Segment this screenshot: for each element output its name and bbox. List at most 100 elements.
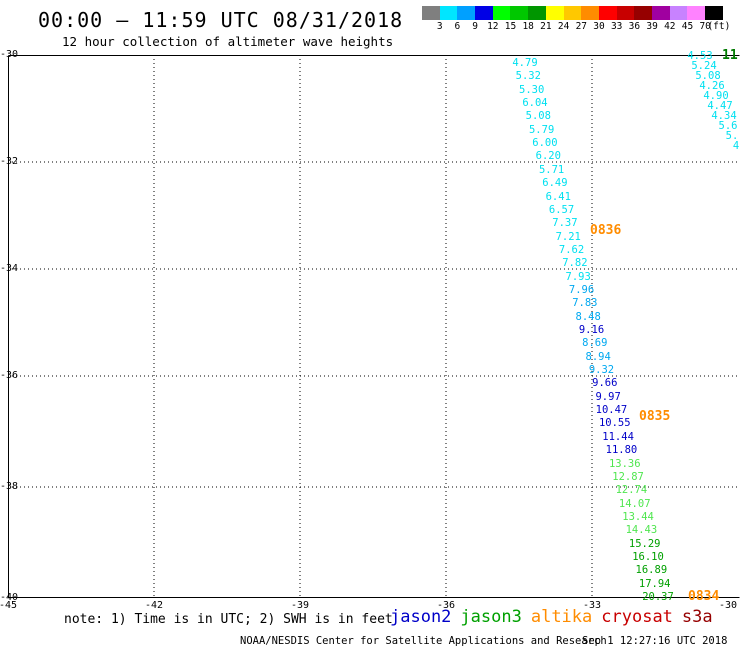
wave-height-value: 7.21 [555, 230, 581, 243]
wave-height-value: 9.32 [588, 364, 615, 377]
map-subtitle: 12 hour collection of altimeter wave hei… [62, 34, 394, 49]
wave-height-value: 5.30 [518, 83, 545, 96]
latitude-label: -38 [0, 481, 19, 492]
colorbar-label: 3 [436, 21, 443, 32]
pass-time-label: 0836 [590, 223, 622, 238]
wave-height-value: 5.79 [528, 123, 555, 136]
wave-height-value: 14.43 [625, 524, 658, 537]
colorbar-label: 33 [610, 21, 623, 32]
wave-height-value: 7.82 [562, 257, 588, 270]
latitude-label: -30 [0, 49, 19, 60]
satellite-legend: jason2 jason3 altika cryosat s3a [390, 607, 722, 627]
colorbar-label: 36 [628, 21, 641, 32]
wave-height-value: 17.94 [638, 577, 671, 590]
wave-height-value: 9.66 [592, 377, 618, 390]
wave-height-value: 4 [732, 140, 740, 152]
wave-height-value: 12.87 [612, 470, 644, 483]
wave-height-value: 6.04 [522, 97, 548, 110]
wave-height-value: 7.83 [572, 297, 598, 310]
colorbar-label: 21 [540, 21, 552, 32]
longitude-label: -39 [290, 600, 310, 611]
map-grid [8, 55, 740, 598]
colorbar-label: 6 [454, 21, 461, 32]
colorbar-cell [705, 6, 723, 20]
colorbar-label: 42 [664, 21, 676, 32]
wave-height-value: 9.97 [595, 390, 621, 403]
pass-time-label: 11 [722, 48, 738, 63]
satellite-legend-jason2: jason2 [390, 607, 452, 627]
wave-height-value: 6.49 [542, 177, 568, 190]
wave-height-value: 14.07 [618, 497, 651, 510]
wave-height-value: 13.44 [622, 510, 654, 523]
wave-height-value: 5.71 [538, 163, 565, 176]
wave-height-value: 4.90 [703, 90, 729, 102]
wave-height-value: 4.26 [699, 80, 725, 92]
colorbar-label: 15 [504, 21, 517, 32]
colorbar-cell [687, 6, 705, 20]
colorbar-cell [492, 6, 511, 20]
wave-height-value: 5. [725, 130, 739, 142]
wave-height-value: 10.47 [595, 404, 628, 417]
colorbar-label: 9 [472, 21, 478, 32]
colorbar-cell [422, 6, 440, 20]
colorbar-label: 70 [699, 21, 711, 32]
colorbar-cell [651, 6, 670, 20]
longitude-label: -33 [582, 600, 602, 611]
colorbar-label: 24 [557, 21, 570, 32]
wave-height-value: 5.08 [695, 70, 721, 82]
wave-height-value: 5.32 [515, 70, 541, 83]
colorbar-cell [528, 6, 546, 20]
wave-height-value: 4.53 [687, 50, 713, 62]
wave-height-value: 6.57 [548, 203, 575, 216]
colorbar-labels: 3 6 9 12 15 18 21 24 27 30 33 36 39 42 45 70 (ft) [422, 21, 740, 33]
wave-height-value: 6.00 [532, 137, 558, 150]
colorbar-label: 45 [681, 21, 694, 32]
colorbar-label: 18 [522, 21, 534, 32]
map-title: 00:00 – 11:59 UTC 08/31/2018 [38, 8, 404, 32]
wave-height-value: 6.41 [545, 190, 571, 203]
pass-time-label: 0834 [688, 589, 720, 604]
wave-height-value: 10.55 [598, 417, 631, 430]
wave-height-value: 6.20 [535, 150, 561, 163]
wave-height-value: 7.93 [565, 270, 591, 283]
generated-timestamp: Sep 1 12:27:16 UTC 2018 [582, 635, 728, 647]
colorbar-cell [634, 6, 652, 20]
colorbar-cell [581, 6, 599, 20]
wave-height-value: 7.37 [552, 217, 578, 230]
wave-height-value: 11.80 [605, 444, 638, 457]
longitude-label: -42 [144, 600, 164, 611]
colorbar-label: 12 [487, 21, 499, 32]
credit-text: NOAA/NESDIS Center for Satellite Applica… [240, 635, 607, 647]
footer-note: note: 1) Time is in UTC; 2) SWH is in fe… [64, 612, 393, 627]
longitude-label: -30 [718, 600, 738, 611]
wave-height-value: 11.44 [602, 430, 634, 443]
wave-height-value: 8.94 [585, 350, 611, 363]
colorbar-cell [598, 6, 617, 20]
latitude-label: -32 [0, 156, 19, 167]
wave-height-value: 16.89 [635, 564, 668, 577]
wave-height-value: 7.96 [568, 283, 595, 296]
colorbar-cell [457, 6, 476, 20]
colorbar-cell [563, 6, 582, 20]
wave-height-value: 5.6 [718, 120, 738, 132]
wave-height-value: 15.29 [628, 537, 661, 550]
wave-height-value: 20.37 [642, 591, 674, 603]
map-plot-area [8, 55, 740, 598]
wave-height-value: 5.08 [525, 110, 551, 123]
wave-height-value: 4.47 [707, 100, 733, 112]
satellite-legend-altika: altika [530, 607, 593, 627]
satellite-legend-s3a: s3a [681, 607, 713, 627]
longitude-label: -36 [436, 600, 456, 611]
colorbar-label: 27 [575, 21, 588, 32]
colorbar-cell [545, 6, 564, 20]
colorbar-cell [475, 6, 493, 20]
wave-height-value: 9.16 [578, 324, 605, 336]
longitude-label: -45 [0, 600, 18, 611]
colorbar-label: 39 [646, 21, 658, 32]
wave-height-value: 8.69 [582, 337, 608, 350]
colorbar-cell [669, 6, 688, 20]
wave-height-value: 16.10 [632, 550, 664, 563]
colorbar-cell [439, 6, 458, 20]
wave-height-value: 4.79 [512, 57, 538, 69]
